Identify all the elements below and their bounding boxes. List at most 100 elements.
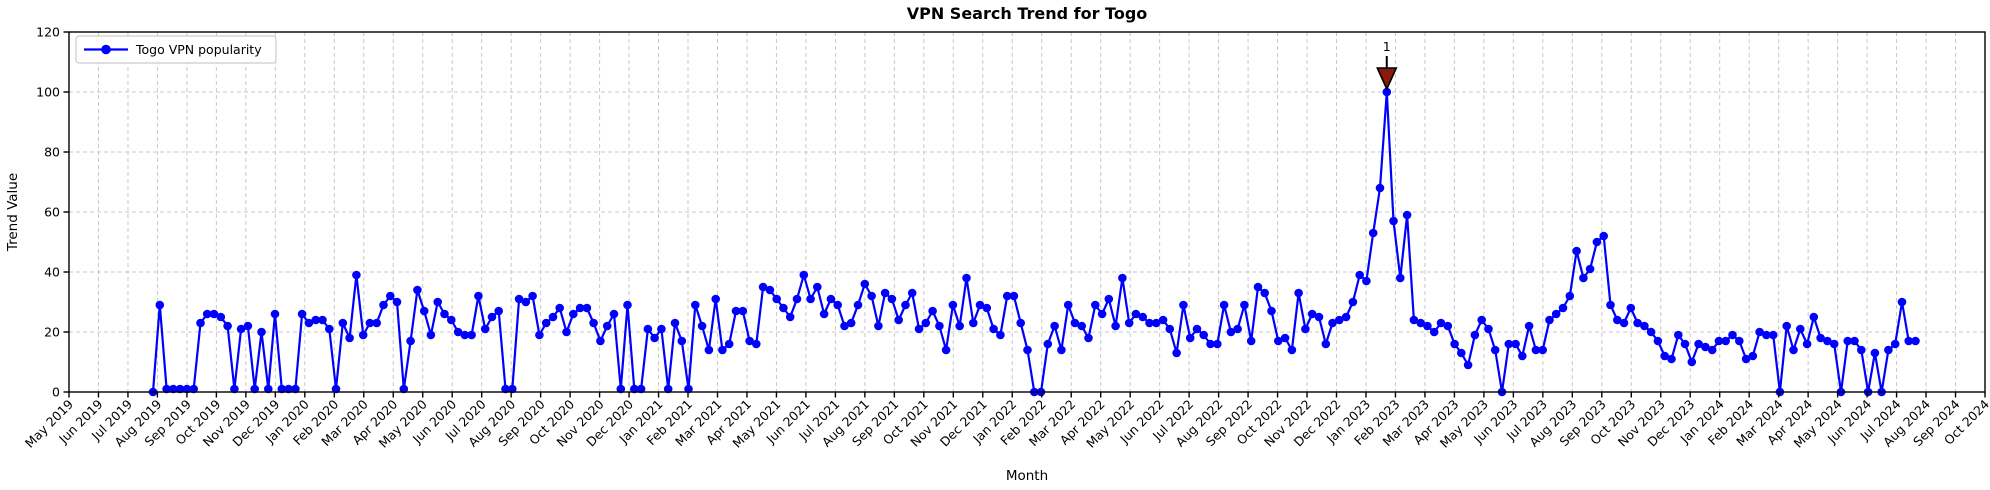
data-point-marker xyxy=(630,384,639,394)
data-point-marker xyxy=(284,384,293,394)
data-point-marker xyxy=(392,297,402,307)
data-point-marker xyxy=(1721,336,1730,346)
data-point-marker xyxy=(1287,345,1297,355)
data-point-marker xyxy=(548,312,558,322)
y-tick-labels: 0 20 40 60 80 100 120 xyxy=(36,25,60,400)
data-point-marker xyxy=(623,300,632,310)
data-point-marker xyxy=(1423,321,1432,331)
data-point-marker xyxy=(636,384,646,394)
data-point-marker xyxy=(779,303,788,313)
data-point-marker xyxy=(277,384,287,394)
data-point-marker xyxy=(1416,318,1425,328)
data-point-marker xyxy=(887,294,897,304)
data-point-marker xyxy=(1070,318,1080,328)
data-point-marker xyxy=(1396,273,1405,283)
data-point-marker xyxy=(1477,315,1486,325)
annotation-triangle-down-icon xyxy=(1376,67,1398,91)
data-point-marker xyxy=(1694,339,1703,349)
data-point-marker xyxy=(1897,297,1907,307)
y-tick-label: 20 xyxy=(44,325,60,340)
data-point-marker xyxy=(1104,294,1114,304)
data-point-marker xyxy=(1626,303,1636,313)
data-point-marker xyxy=(1741,354,1751,364)
data-point-marker xyxy=(325,324,334,334)
data-point-marker xyxy=(1518,351,1527,361)
data-point-marker xyxy=(806,294,815,304)
data-point-marker xyxy=(1233,324,1242,334)
data-point-marker xyxy=(535,330,544,340)
data-point-marker xyxy=(1429,327,1439,337)
data-point-marker xyxy=(1762,330,1771,340)
data-point-marker xyxy=(1246,336,1256,346)
data-point-marker xyxy=(1009,291,1019,301)
legend-box xyxy=(75,35,277,64)
data-point-marker xyxy=(311,315,321,325)
data-point-marker xyxy=(1260,288,1269,298)
data-point-marker xyxy=(1490,345,1500,355)
data-point-marker xyxy=(1850,336,1859,346)
data-point-marker xyxy=(1307,309,1317,319)
data-point-marker xyxy=(1023,345,1032,355)
data-point-marker xyxy=(1240,300,1249,310)
data-point-marker xyxy=(1680,339,1690,349)
data-point-marker xyxy=(1545,315,1554,325)
data-point-marker xyxy=(480,324,490,334)
y-tick-label: 60 xyxy=(44,205,60,220)
data-point-marker xyxy=(189,384,198,394)
data-point-marker xyxy=(1646,327,1656,337)
data-point-marker xyxy=(969,318,978,328)
data-point-marker xyxy=(1558,303,1568,313)
data-point-marker xyxy=(745,336,754,346)
data-point-marker xyxy=(1484,324,1493,334)
data-point-marker xyxy=(297,309,307,319)
data-point-marker xyxy=(169,384,178,394)
data-point-marker xyxy=(250,384,259,394)
data-point-marker xyxy=(1667,354,1676,364)
data-point-marker xyxy=(1870,348,1880,358)
data-point-marker xyxy=(921,318,931,328)
peak-annotation: 1 xyxy=(1376,39,1398,91)
data-point-marker xyxy=(1341,312,1351,322)
data-point-marker xyxy=(1314,312,1324,322)
data-point-marker xyxy=(1402,210,1412,220)
trend-line xyxy=(151,90,1916,394)
data-point-marker xyxy=(1565,291,1575,301)
data-point-marker xyxy=(1436,318,1446,328)
data-point-marker xyxy=(291,384,300,394)
data-point-marker xyxy=(1890,339,1900,349)
data-point-marker xyxy=(1335,315,1344,325)
data-point-marker xyxy=(1714,336,1724,346)
data-point-marker xyxy=(684,384,693,394)
y-tick-label: 80 xyxy=(44,145,60,160)
data-point-marker xyxy=(833,300,842,310)
data-point-marker xyxy=(1118,273,1127,283)
data-point-marker xyxy=(501,384,510,394)
data-point-marker xyxy=(1823,336,1832,346)
data-point-marker xyxy=(1755,327,1764,337)
data-point-marker xyxy=(1172,348,1181,358)
data-point-marker xyxy=(1192,324,1202,334)
data-point-marker xyxy=(541,318,551,328)
data-point-marker xyxy=(304,318,314,328)
data-point-marker xyxy=(697,321,707,331)
data-point-marker xyxy=(799,270,809,280)
y-tick-label: 40 xyxy=(44,265,60,280)
x-axis-label: Month xyxy=(1006,468,1048,484)
data-point-marker xyxy=(1368,228,1378,238)
data-point-marker xyxy=(264,384,273,394)
data-point-marker xyxy=(1294,288,1303,298)
data-point-marker xyxy=(1301,324,1310,334)
data-point-marker xyxy=(718,345,727,355)
data-point-marker xyxy=(514,294,524,304)
data-point-marker xyxy=(1002,291,1012,301)
data-point-marker xyxy=(1782,321,1791,331)
data-point-marker xyxy=(982,303,992,313)
data-point-marker xyxy=(1707,345,1717,355)
data-point-marker xyxy=(1124,318,1134,328)
data-point-marker xyxy=(1463,360,1473,370)
data-point-marker xyxy=(399,384,409,394)
data-point-marker xyxy=(223,321,232,331)
data-point-marker xyxy=(819,309,829,319)
data-point-marker xyxy=(1328,318,1337,328)
